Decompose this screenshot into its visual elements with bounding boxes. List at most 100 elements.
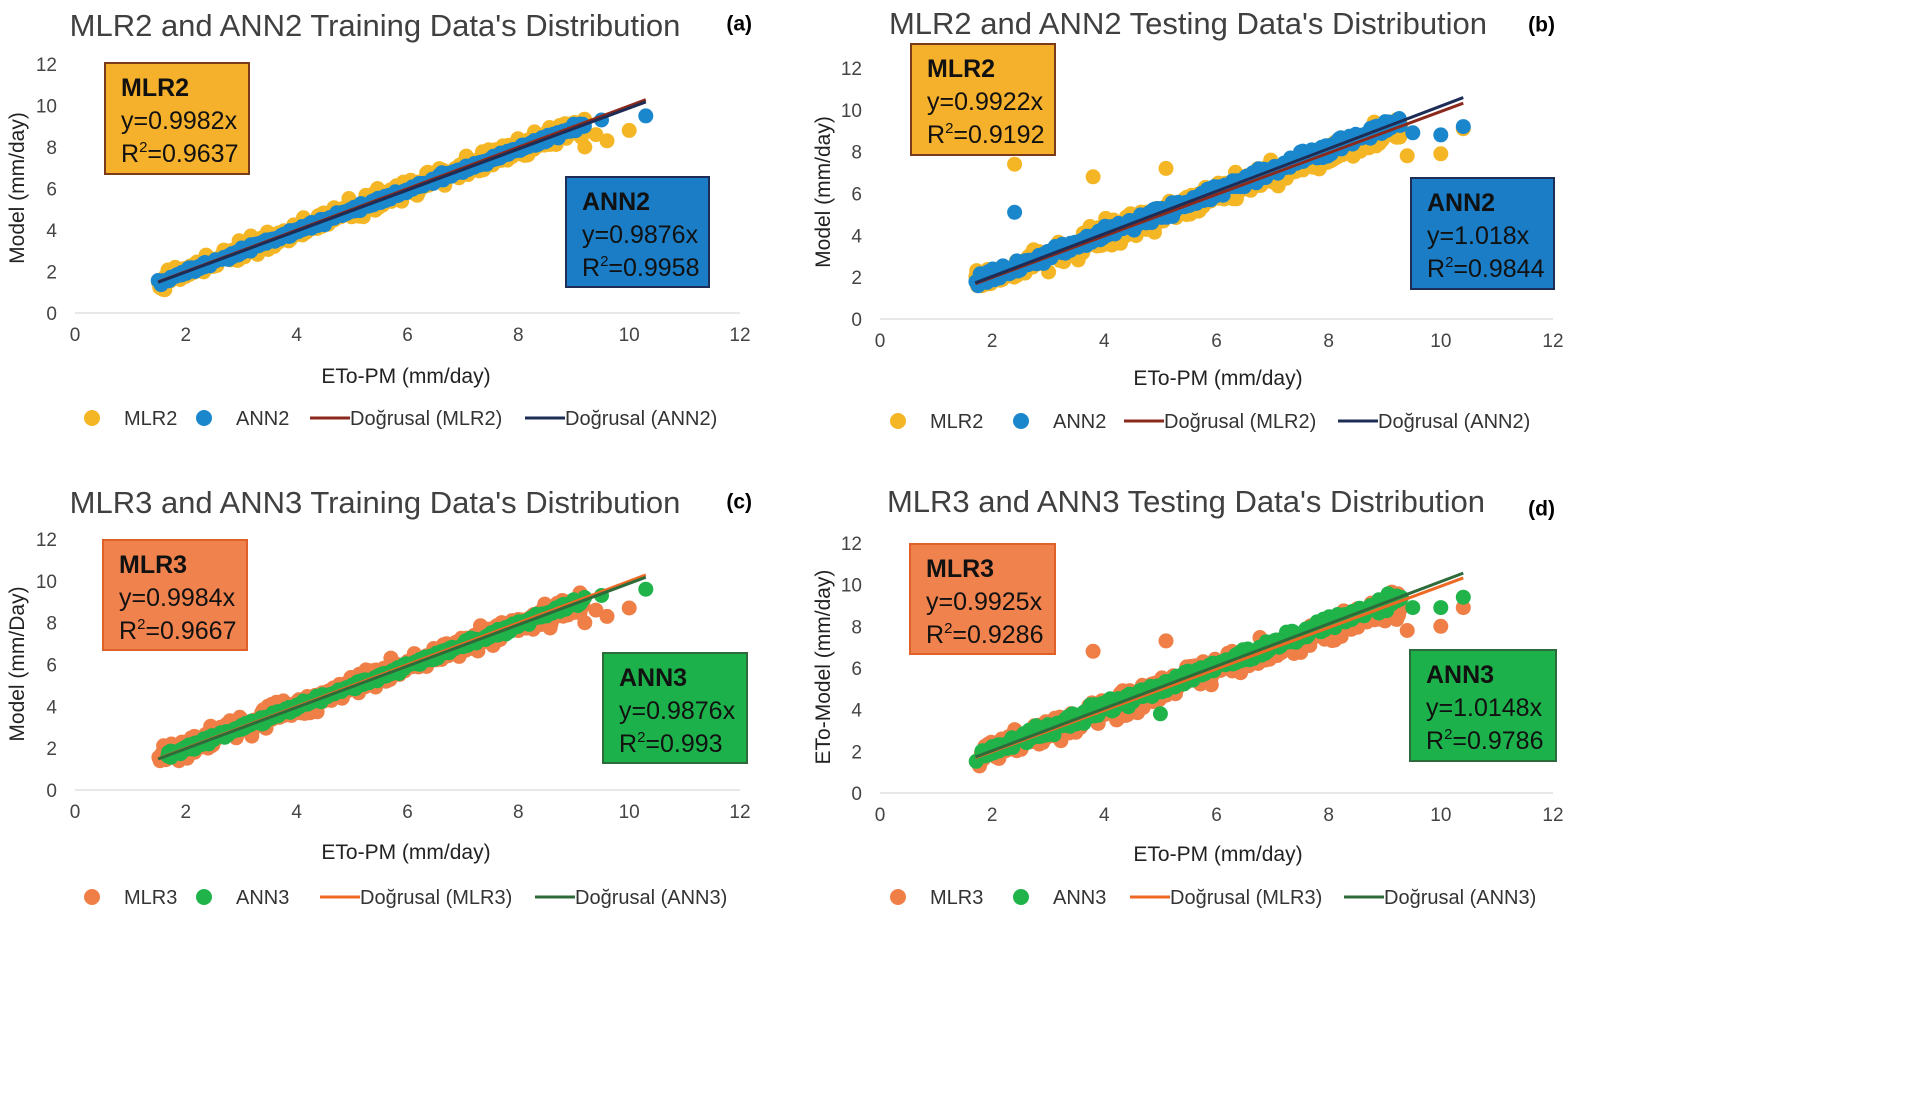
legend-marker-mlr2: [890, 413, 906, 429]
r2-superscript: 2: [600, 253, 608, 270]
r2-value: =0.9667: [145, 617, 236, 645]
trendline-ann: [974, 96, 1464, 285]
equation-box-bg: [104, 62, 250, 175]
x-tick-label: 8: [1323, 331, 1334, 352]
equation-box-r2: R2=0.993: [619, 729, 723, 758]
y-tick-label: 2: [46, 739, 57, 760]
x-tick-label: 10: [619, 802, 640, 823]
data-point: [1433, 146, 1449, 162]
y-tick-label: 6: [851, 185, 862, 206]
legend-label: Doğrusal (MLR3): [1170, 887, 1322, 909]
equation-box-r2: R2=0.9286: [926, 620, 1043, 649]
x-tick-label: 12: [729, 802, 750, 823]
y-tick-label: 4: [851, 701, 862, 722]
x-tick-label: 6: [402, 325, 413, 346]
r2-superscript: 2: [137, 616, 145, 633]
y-tick-label: 0: [46, 781, 57, 802]
y-tick-label: 4: [46, 221, 57, 242]
data-point: [1158, 160, 1174, 176]
r2-value: =0.9958: [608, 254, 699, 282]
equation-box-ann2: ANN2 y=1.018x R2=0.9844: [1410, 177, 1555, 290]
data-point: [577, 139, 593, 155]
legend-label: Doğrusal (ANN3): [1384, 887, 1536, 909]
x-tick-label: 0: [875, 331, 886, 352]
data-point: [1433, 127, 1449, 143]
data-point: [1158, 633, 1174, 649]
data-point: [1455, 589, 1471, 605]
x-axis-label: ETo-PM (mm/day): [321, 841, 490, 864]
data-point: [621, 122, 637, 138]
data-point: [588, 602, 604, 618]
legend-label: MLR3: [124, 887, 177, 909]
data-point: [1085, 643, 1101, 659]
x-tick-label: 4: [291, 802, 302, 823]
x-tick-label: 10: [1430, 805, 1451, 826]
chart-title: MLR2 and ANN2 Training Data's Distributi…: [70, 8, 681, 43]
y-tick-label: 8: [851, 143, 862, 164]
y-axis-label: Model (mm/day): [6, 112, 29, 264]
y-tick-label: 8: [851, 617, 862, 638]
x-tick-label: 10: [1430, 331, 1451, 352]
r2-value: =0.9786: [1452, 727, 1543, 755]
equation-box-mlr3: MLR3 y=0.9984x R2=0.9667: [102, 539, 248, 651]
legend-label: Doğrusal (MLR3): [360, 887, 512, 909]
y-tick-label: 6: [851, 659, 862, 680]
y-tick-label: 10: [841, 576, 862, 597]
data-point: [1399, 148, 1415, 164]
legend-label: MLR2: [124, 408, 177, 430]
legend-label: ANN2: [236, 408, 289, 430]
x-tick-label: 2: [181, 802, 192, 823]
data-point: [1405, 125, 1421, 141]
equation-box-r2: R2=0.9192: [927, 120, 1044, 149]
equation-box-title: MLR3: [926, 555, 994, 583]
y-tick-label: 0: [851, 310, 862, 331]
y-tick-label: 12: [36, 530, 57, 551]
data-point: [1152, 706, 1168, 722]
chart-title: MLR2 and ANN2 Testing Data's Distributio…: [889, 6, 1487, 41]
panel-d: MLR3 and ANN3 Testing Data's Distributio…: [812, 484, 1564, 909]
y-tick-label: 6: [46, 656, 57, 677]
equation-box-r2: R2=0.9844: [1427, 254, 1545, 283]
panel-c: MLR3 and ANN3 Training Data's Distributi…: [6, 485, 752, 909]
y-tick-label: 2: [851, 268, 862, 289]
equation-box-title: ANN2: [582, 188, 650, 216]
y-tick-label: 6: [46, 180, 57, 201]
r2-label: R: [619, 730, 637, 758]
legend-marker-ann2: [1013, 413, 1029, 429]
trendline-ann: [157, 575, 647, 761]
chart-title: MLR3 and ANN3 Training Data's Distributi…: [70, 485, 681, 520]
x-tick-label: 8: [1323, 805, 1334, 826]
x-tick-label: 8: [513, 802, 524, 823]
y-tick-label: 12: [841, 534, 862, 555]
legend-marker-ann3: [196, 889, 212, 905]
r2-value: =0.9192: [953, 121, 1044, 149]
panel-b: MLR2 and ANN2 Testing Data's Distributio…: [812, 6, 1564, 433]
legend-label: MLR2: [930, 411, 983, 433]
r2-superscript: 2: [945, 120, 953, 137]
y-tick-label: 0: [46, 304, 57, 325]
equation-box-bg: [565, 176, 710, 288]
y-tick-label: 4: [851, 226, 862, 247]
y-tick-label: 12: [36, 55, 57, 76]
x-tick-label: 4: [291, 325, 302, 346]
legend-marker-ann2: [196, 410, 212, 426]
y-tick-label: 8: [46, 138, 57, 159]
x-tick-label: 6: [1211, 331, 1222, 352]
legend: MLR2 ANN2 Doğrusal (MLR2) Doğrusal (ANN2): [84, 408, 717, 430]
equation-box-equation: y=0.9922x: [927, 88, 1044, 116]
r2-value: =0.993: [645, 730, 722, 758]
x-axis-label: ETo-PM (mm/day): [321, 365, 490, 388]
x-tick-label: 12: [729, 325, 750, 346]
y-tick-label: 2: [46, 263, 57, 284]
r2-superscript: 2: [139, 139, 147, 156]
panel-a: MLR2 and ANN2 Training Data's Distributi…: [6, 8, 752, 430]
panel-label: (b): [1528, 14, 1555, 37]
r2-label: R: [926, 621, 944, 649]
legend-label: Doğrusal (ANN2): [565, 408, 717, 430]
legend-label: ANN2: [1053, 411, 1106, 433]
y-axis-label: Model (mm/Day): [6, 586, 29, 741]
equation-box-title: ANN2: [1427, 189, 1495, 217]
data-point: [1399, 623, 1415, 638]
data-point: [1455, 119, 1471, 135]
